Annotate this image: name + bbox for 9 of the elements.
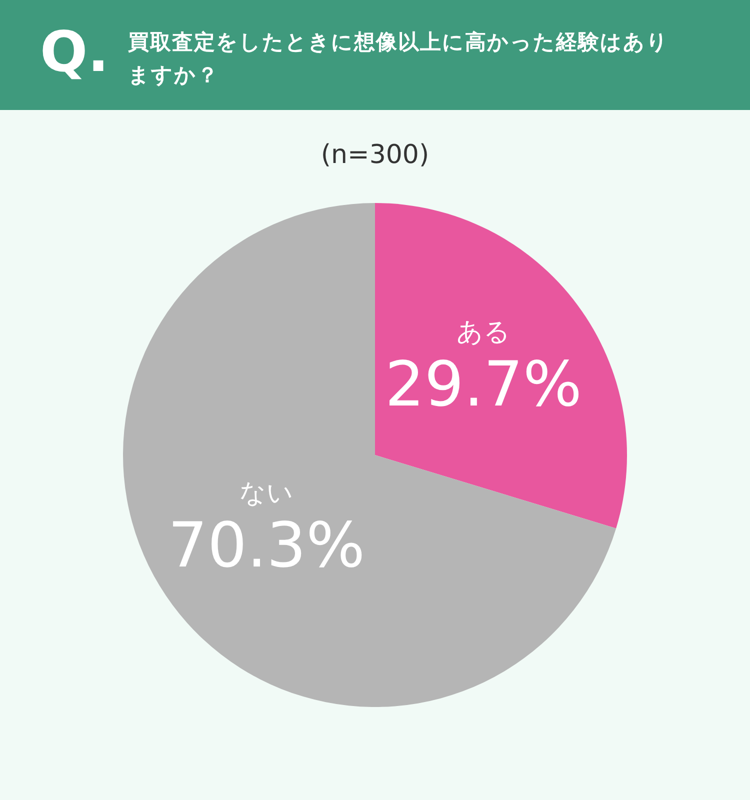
- slice-label: ない: [240, 478, 294, 508]
- chart-title: 買取査定をしたときに想像以上に高かった経験はありますか？: [128, 29, 670, 89]
- slice-label: ある: [456, 318, 510, 348]
- pie-slice: [123, 203, 616, 707]
- data-label: 70.3%: [168, 508, 366, 582]
- text: Q.: [40, 19, 109, 87]
- chart-subtitle: (n=300): [320, 140, 430, 170]
- data-label: 29.7%: [384, 348, 582, 421]
- pie-slice: [375, 203, 627, 528]
